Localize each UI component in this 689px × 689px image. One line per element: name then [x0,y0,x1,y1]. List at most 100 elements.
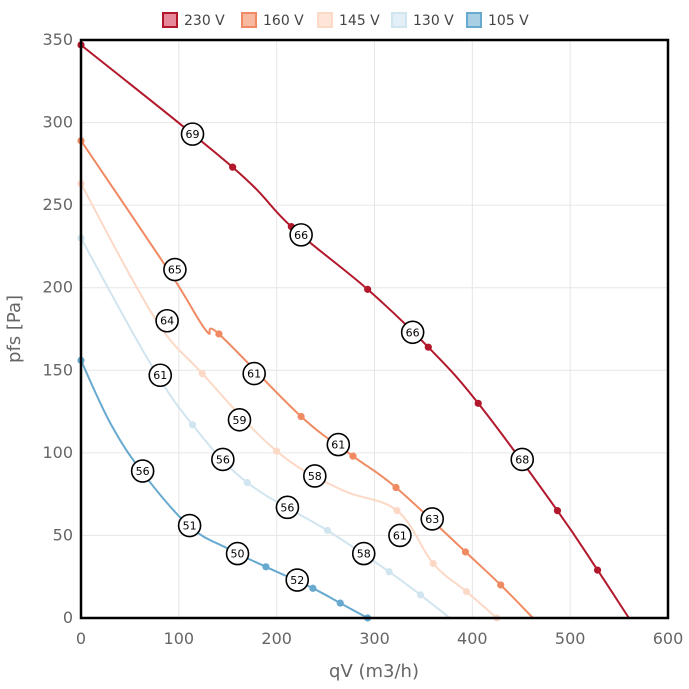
data-point [393,507,401,515]
efficiency-bubble: 69 [180,122,205,146]
bubble-circle [130,459,155,483]
data-point [429,559,437,568]
efficiency-bubble: 61 [388,523,412,548]
efficiency-bubble: 52 [285,568,310,592]
bubble-circle [177,513,202,538]
legend-item[interactable]: 160 V [241,12,304,29]
bubble-circle [225,541,250,566]
efficiency-label: 61 [247,368,261,381]
x-tick-label: 100 [164,629,195,648]
x-axis-ticks: 0 100 200 300 400 500 600 [76,629,683,648]
series-line [80,183,498,619]
x-tick-label: 400 [457,629,488,648]
data-point [243,478,251,487]
data-point [309,584,317,592]
efficiency-bubble: 58 [303,464,327,488]
plot-frame [79,38,670,620]
x-tick-label: 500 [555,629,586,648]
efficiency-bubble: 65 [163,257,187,282]
legend-label: 105 V [488,13,529,29]
data-point [229,163,237,171]
bubble-circle [180,122,205,146]
data-point [461,548,470,556]
series-130v [77,234,451,619]
data-point [364,285,372,293]
x-tick-label: 300 [359,629,390,648]
efficiency-label: 68 [515,453,529,466]
efficiency-bubble: 61 [148,363,173,388]
data-point [262,563,270,571]
legend-swatch [241,12,257,28]
bubble-circle [275,495,300,520]
efficiency-label: 59 [232,414,246,427]
y-tick-label: 200 [42,278,73,297]
data-point [553,507,562,515]
legend-label: 130 V [413,13,454,29]
bubble-circle [163,257,187,282]
efficiency-label: 61 [393,529,407,542]
series-group [77,41,630,622]
data-point [349,452,357,460]
bubble-circle [351,541,376,566]
x-tick-label: 0 [76,629,86,648]
data-point [297,412,305,421]
efficiency-label: 56 [136,465,150,478]
legend-swatch [466,12,482,28]
efficiency-label: 56 [280,501,294,514]
data-point [497,581,505,589]
bubble-circle [420,507,445,531]
efficiency-label: 56 [216,453,230,466]
legend-label: 230 V [184,13,225,29]
bubble-circle [211,447,235,472]
efficiency-label: 50 [231,548,245,561]
efficiency-label: 61 [153,369,167,382]
efficiency-bubble: 64 [155,308,179,333]
legend: 230 V 160 V 145 V 130 V 105 V [162,12,529,29]
efficiency-bubble: 63 [420,507,445,531]
legend-item[interactable]: 230 V [162,12,225,29]
legend-item[interactable]: 105 V [466,12,529,29]
x-tick-label: 600 [653,629,684,648]
legend-swatch [162,12,178,28]
legend-item[interactable]: 145 V [317,12,380,29]
legend-label: 160 V [263,13,304,29]
y-tick-label: 250 [42,195,73,214]
y-tick-label: 150 [42,360,73,379]
bubble-circle [510,447,535,472]
y-axis-title: pfs [Pa] [4,295,25,363]
efficiency-bubble: 56 [275,495,300,520]
data-point [593,566,602,574]
bubble-circle [285,568,310,592]
series-105v [77,356,372,622]
bubble-circle [227,408,252,432]
series-160v [77,137,534,619]
bubble-circle [388,523,412,548]
data-point [336,599,344,607]
legend-swatch [317,12,333,28]
efficiency-label: 51 [183,520,197,533]
bubble-circle [155,308,179,333]
efficiency-bubble: 61 [326,432,351,457]
efficiency-label: 66 [294,229,308,242]
series-line [80,140,534,619]
efficiency-label: 61 [331,439,345,452]
efficiency-bubble: 56 [211,447,235,472]
legend-swatch [391,12,407,28]
efficiency-labels: 69 66 66 68 65 61 61 63 64 59 58 61 61 56 56 58 56 51 50 52 [130,122,535,592]
series-145v [77,180,501,622]
efficiency-label: 58 [357,548,371,561]
y-tick-label: 350 [42,30,73,49]
data-point [198,369,206,378]
efficiency-bubble: 66 [400,320,425,345]
efficiency-bubble: 50 [225,541,250,566]
efficiency-bubble: 68 [510,447,535,472]
legend-item[interactable]: 130 V [391,12,454,29]
data-point [385,568,393,576]
efficiency-label: 69 [186,128,200,141]
efficiency-bubble: 58 [351,541,376,566]
y-tick-label: 100 [42,443,73,462]
efficiency-label: 65 [168,264,182,277]
efficiency-label: 52 [290,574,304,587]
bubble-circle [303,464,327,488]
